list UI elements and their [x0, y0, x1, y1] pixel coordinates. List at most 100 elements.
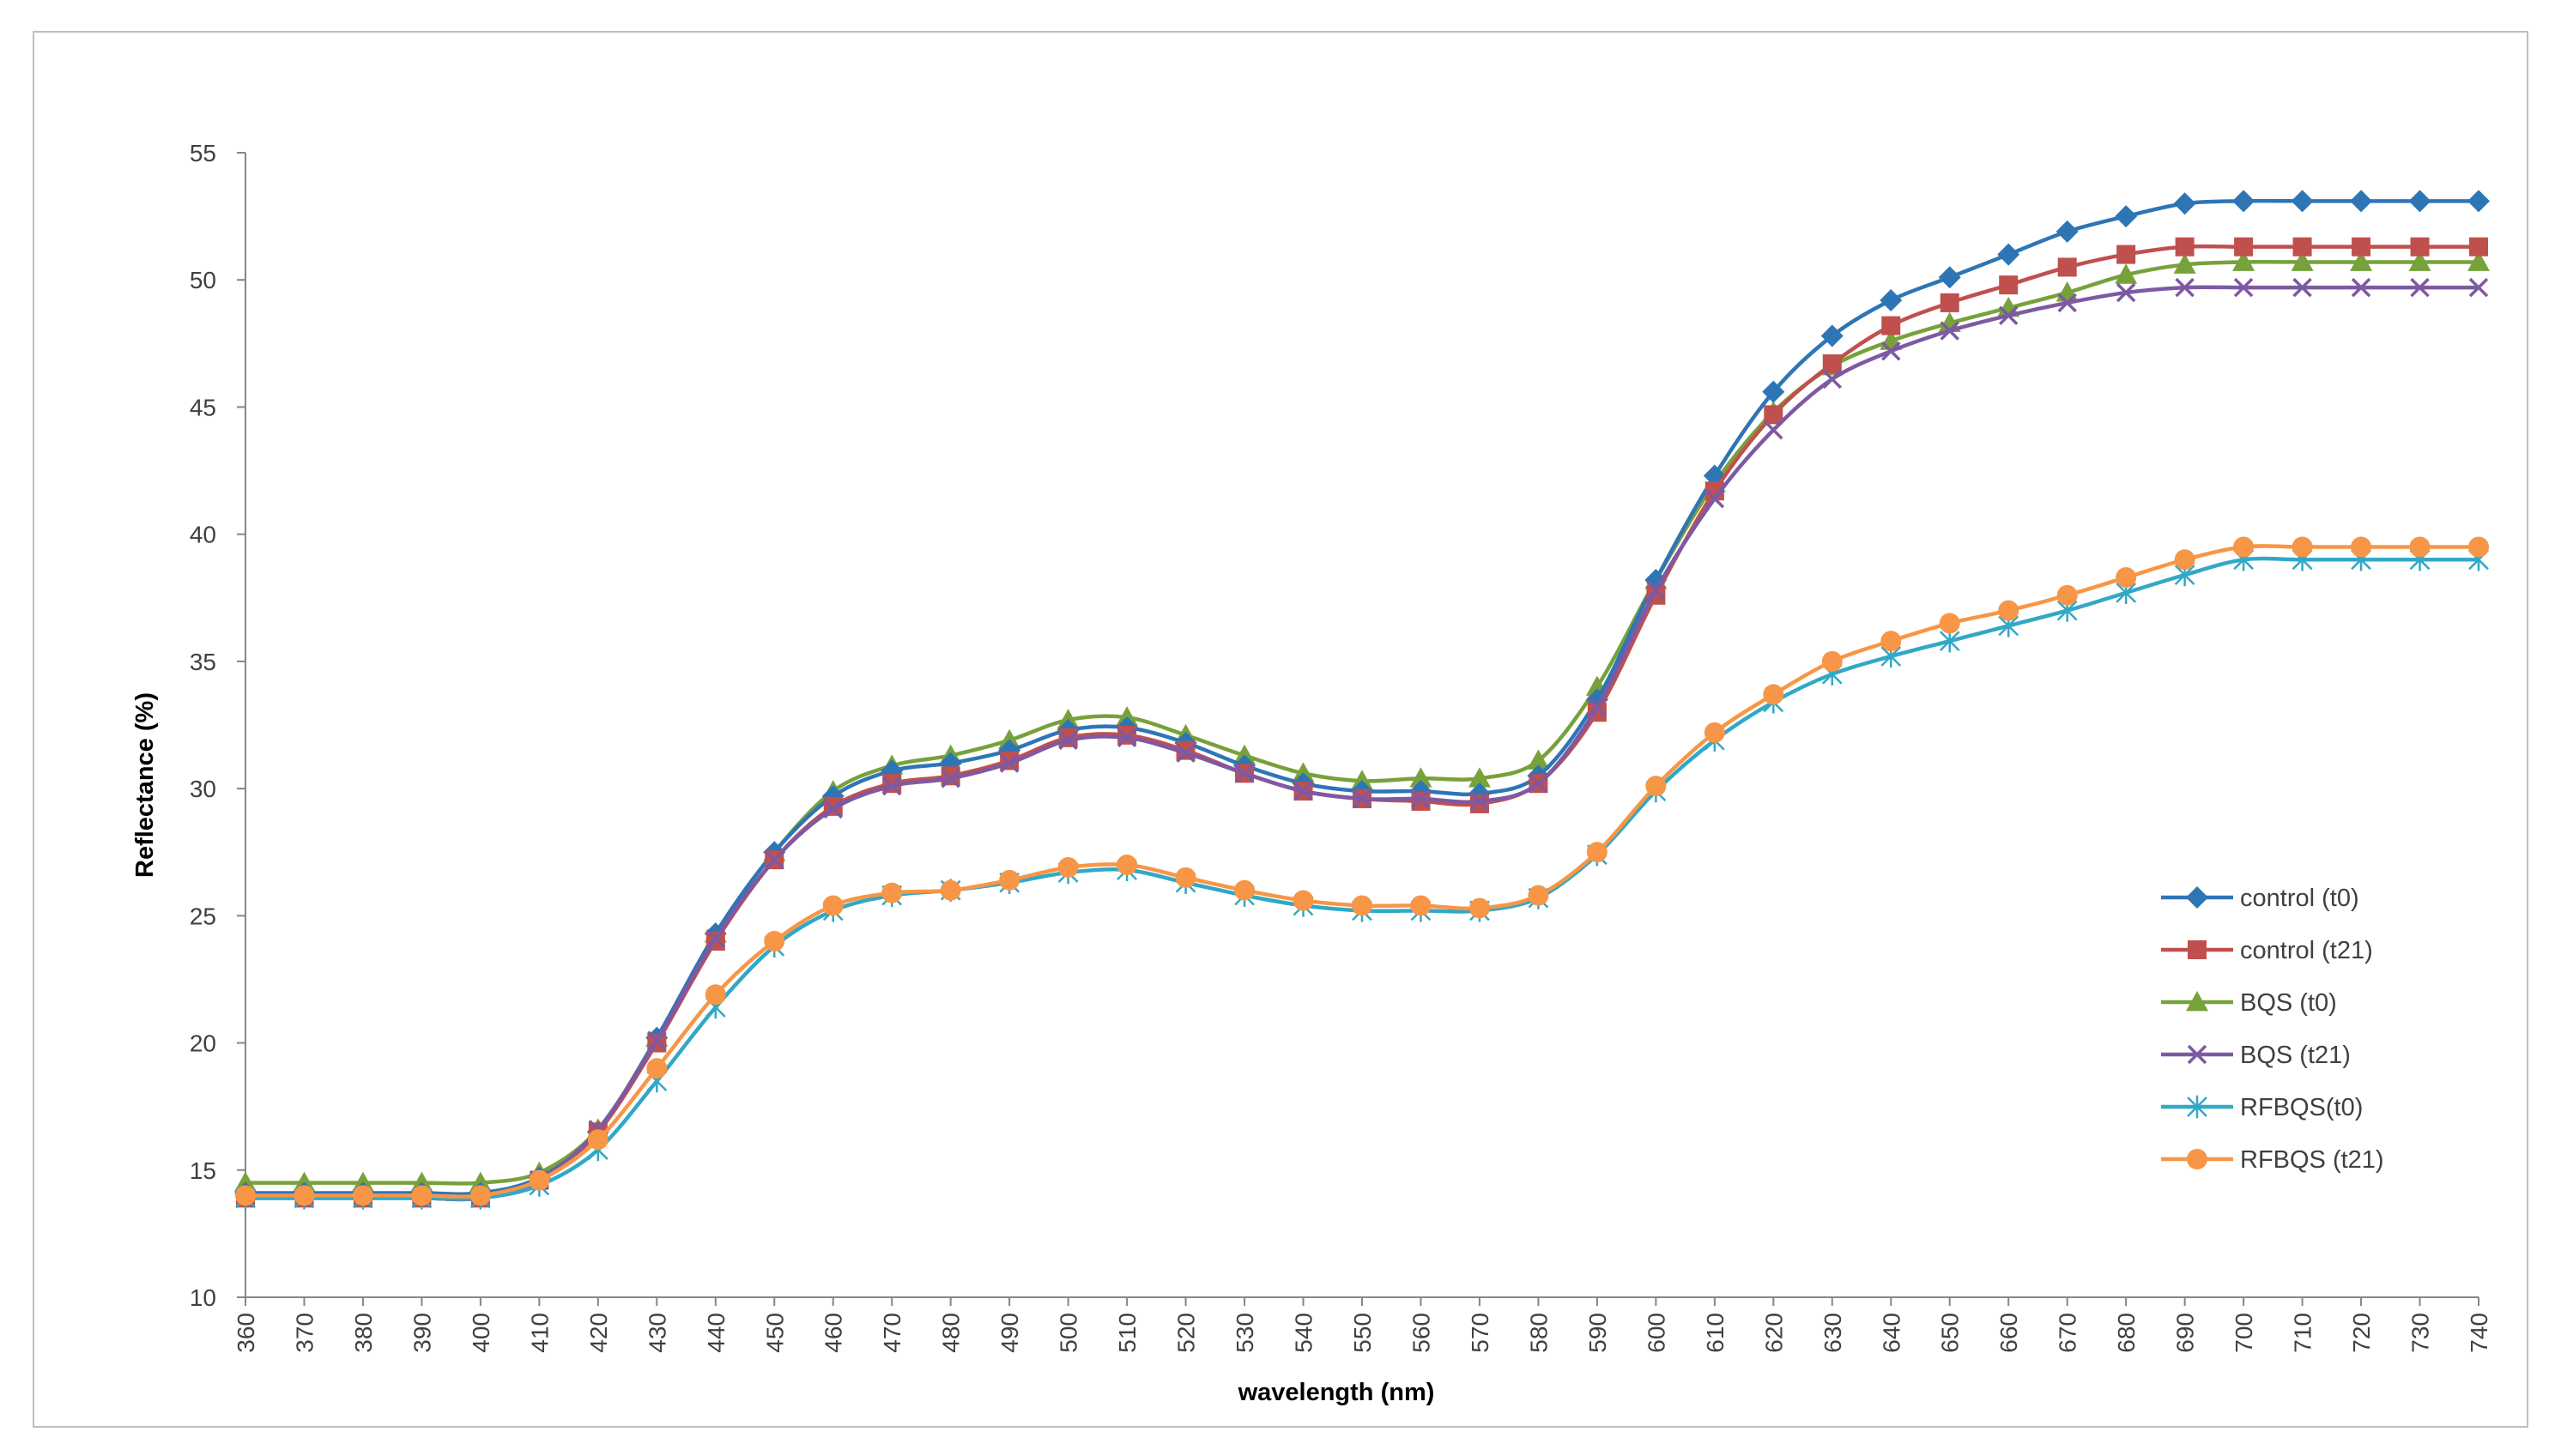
x-tick-label: 420 [585, 1313, 612, 1353]
x-tick-label: 460 [820, 1313, 847, 1353]
data-point [1822, 354, 1842, 374]
legend-item: BQS (t0) [2161, 989, 2337, 1017]
series-line [245, 285, 2479, 1202]
legend-label: BQS (t0) [2240, 989, 2337, 1017]
data-point [2115, 263, 2138, 284]
legend-marker [2187, 1149, 2207, 1169]
x-tick-label: 700 [2231, 1313, 2257, 1353]
series-3 [234, 251, 2490, 1192]
data-point [2232, 251, 2255, 271]
legend-item: control (t0) [2161, 885, 2359, 912]
data-point [2233, 277, 2254, 298]
data-point [1881, 316, 1901, 335]
data-point [1409, 767, 1432, 788]
data-point [764, 930, 785, 952]
x-axis-title: wavelength (nm) [1238, 1379, 1435, 1406]
x-tick-label: 640 [1878, 1313, 1904, 1353]
x-tick-label: 370 [291, 1313, 318, 1353]
data-point [2467, 251, 2490, 271]
data-point [2056, 584, 2078, 606]
y-tick-label: 20 [190, 1030, 216, 1057]
y-tick-label: 25 [190, 903, 216, 929]
data-point [2350, 190, 2373, 213]
y-tick-label: 40 [190, 522, 216, 548]
x-tick-label: 450 [761, 1313, 788, 1353]
series-6 [235, 536, 2489, 1206]
data-point [1058, 730, 1078, 751]
legend-label: RFBQS(t0) [2240, 1094, 2363, 1121]
y-tick-label: 30 [190, 776, 216, 802]
y-tick-label: 35 [190, 649, 216, 675]
data-point [1704, 488, 1725, 509]
data-point [1764, 420, 1783, 440]
data-point [1586, 842, 1607, 863]
x-tick-label: 580 [1525, 1313, 1552, 1353]
x-tick-label: 600 [1643, 1313, 1669, 1353]
y-axis-ticks: 10 15 20 25 30 35 40 45 50 55 [190, 140, 245, 1311]
data-point [2055, 220, 2079, 243]
x-tick-label: 630 [1819, 1313, 1846, 1353]
data-point [529, 1169, 550, 1191]
data-point [822, 895, 844, 916]
data-point [1940, 293, 1959, 312]
data-point [998, 728, 1021, 750]
x-tick-label: 430 [644, 1313, 670, 1353]
series-2 [236, 237, 2488, 1208]
x-tick-label: 560 [1408, 1313, 1434, 1353]
legend-marker [2187, 1044, 2207, 1065]
data-point [1998, 305, 2019, 325]
data-point [2408, 251, 2431, 271]
data-point [881, 882, 903, 903]
x-tick-label: 550 [1349, 1313, 1376, 1353]
data-point [2410, 237, 2430, 257]
data-point [2350, 251, 2373, 271]
legend-label: RFBQS (t21) [2240, 1146, 2384, 1174]
series-line [245, 544, 2479, 1199]
y-axis-title: Reflectance (%) [131, 692, 159, 878]
data-point [2175, 237, 2195, 257]
data-point [2468, 536, 2489, 558]
series-line [245, 260, 2479, 1186]
data-point [1468, 897, 1490, 919]
x-tick-label: 680 [2113, 1313, 2140, 1353]
data-point [2292, 277, 2312, 298]
data-point [2352, 237, 2371, 257]
x-tick-label: 620 [1760, 1313, 1787, 1353]
x-tick-label: 720 [2348, 1313, 2375, 1353]
legend-item: control (t21) [2161, 937, 2373, 964]
data-point [1117, 855, 1138, 876]
data-point [1468, 767, 1491, 788]
x-tick-label: 670 [2055, 1313, 2081, 1353]
data-point [2351, 536, 2372, 558]
data-point [1763, 684, 1784, 705]
y-tick-label: 15 [190, 1157, 216, 1184]
data-point [2291, 251, 2314, 271]
x-tick-label: 490 [996, 1313, 1023, 1353]
data-point [2173, 253, 2196, 274]
data-point [2467, 190, 2490, 213]
data-point [881, 776, 902, 796]
y-tick-label: 50 [190, 267, 216, 293]
data-point [646, 1058, 668, 1079]
legend-marker [2187, 1095, 2207, 1119]
data-point [1762, 380, 1785, 403]
x-tick-label: 710 [2290, 1313, 2316, 1353]
data-point [235, 1185, 256, 1206]
x-tick-label: 690 [2172, 1313, 2199, 1353]
data-point [2234, 237, 2254, 257]
data-point [2115, 205, 2138, 228]
data-point [1293, 781, 1313, 801]
data-point [1234, 879, 1256, 901]
x-tick-label: 740 [2466, 1313, 2492, 1353]
axes [245, 153, 2479, 1298]
x-tick-label: 470 [879, 1313, 905, 1353]
data-point [410, 1171, 433, 1192]
legend-item: RFBQS (t21) [2161, 1146, 2384, 1174]
data-point [1411, 791, 1431, 811]
data-point [2057, 293, 2077, 313]
data-point [234, 1171, 257, 1192]
data-point [2351, 277, 2371, 298]
data-point [1881, 341, 1901, 361]
data-point [1822, 369, 1843, 390]
x-tick-label: 380 [350, 1313, 377, 1353]
